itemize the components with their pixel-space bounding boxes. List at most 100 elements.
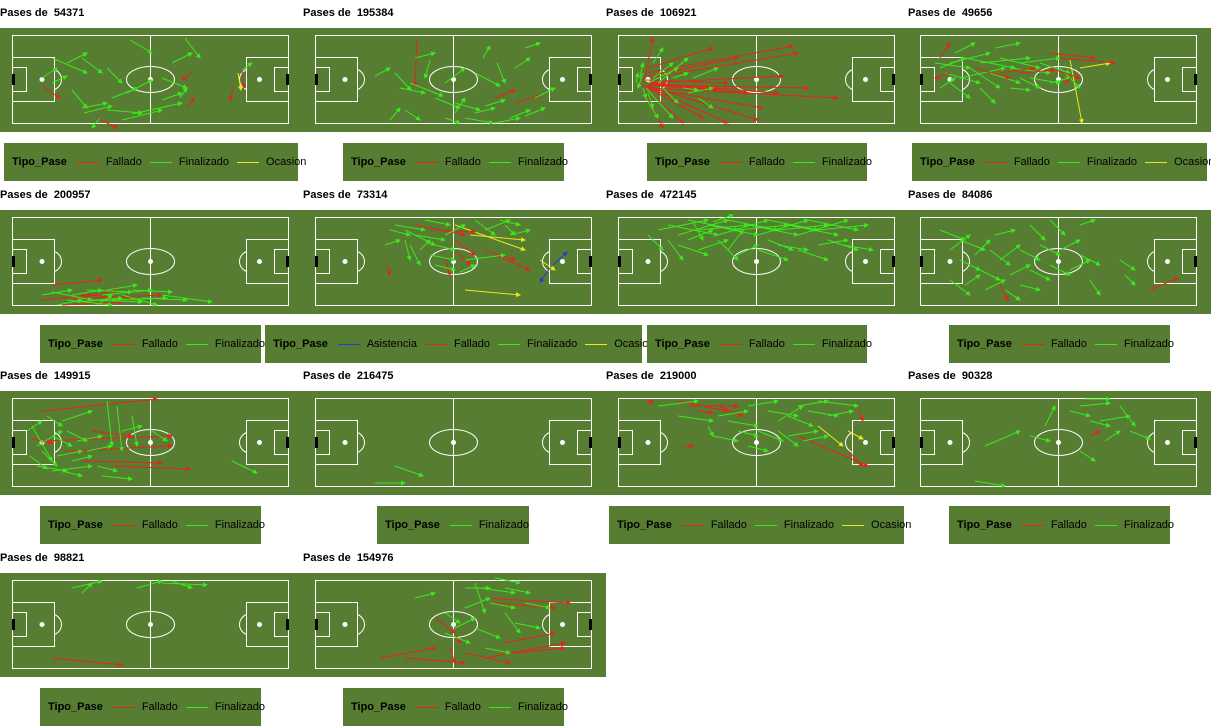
- legend-title: Tipo_Pase: [48, 338, 103, 350]
- pass-arrow: [61, 409, 93, 422]
- right-goal: [1194, 437, 1197, 448]
- pass-arrow: [51, 291, 93, 302]
- pass-arrow: [717, 409, 749, 417]
- pass-map-panel: Pases de 106921 Tipo_Pase Fallado Finalizad…: [606, 0, 909, 181]
- pass-map-panel: Pases de 200957 Tipo_Pase Fallado Finalizad…: [0, 182, 303, 363]
- pass-arrow: [1029, 435, 1051, 443]
- legend-swatch: [1145, 161, 1168, 163]
- right-goal: [589, 437, 592, 448]
- legend-title: Tipo_Pase: [617, 519, 672, 531]
- panel-title: Pases de 98821: [0, 552, 85, 564]
- pass-arrow: [817, 425, 844, 447]
- legend-item: Fallado: [112, 519, 178, 531]
- left-penalty-spot: [947, 440, 953, 445]
- pass-arrow: [949, 51, 991, 64]
- pass-arrow: [106, 283, 138, 291]
- pass-arrow: [807, 219, 859, 232]
- pitch-plot: [0, 28, 303, 132]
- left-penalty-arc: [357, 251, 365, 272]
- pass-arrow: [1049, 219, 1066, 236]
- pass-arrow: [96, 117, 118, 129]
- left-penalty-spot: [342, 622, 348, 627]
- left-penalty-spot: [342, 259, 348, 264]
- pass-arrow: [41, 396, 158, 412]
- panel-title: Pases de 472145: [606, 189, 697, 201]
- legend-item: Finalizado: [185, 519, 265, 531]
- legend: Tipo_Pase Fallado Finalizado Ocasion: [912, 143, 1211, 181]
- pass-arrow: [989, 249, 1011, 266]
- legend-label: Finalizado: [1123, 519, 1175, 531]
- legend-label: Fallado: [748, 338, 785, 350]
- left-penalty-spot: [645, 259, 651, 264]
- pass-arrow: [76, 434, 103, 442]
- pass-arrow: [484, 249, 516, 262]
- pass-arrow: [414, 51, 436, 59]
- legend-label: Fallado: [105, 156, 142, 168]
- pass-arrow: [151, 430, 168, 442]
- pass-arrow: [161, 582, 208, 588]
- pass-arrow: [1099, 414, 1131, 422]
- pass-arrow: [524, 602, 551, 610]
- pass-map-panel: Pases de 219000 Tipo_Pase Fallado Finalizad…: [606, 363, 912, 544]
- pass-arrow: [394, 224, 426, 232]
- legend-title: Tipo_Pase: [351, 156, 406, 168]
- pass-arrow: [237, 72, 243, 91]
- pass-arrow: [26, 420, 43, 432]
- pass-arrow: [161, 77, 188, 89]
- right-penalty-spot: [560, 77, 565, 82]
- pass-arrow: [649, 51, 799, 79]
- legend-item: Fallado: [719, 338, 785, 350]
- pass-arrow: [939, 229, 966, 241]
- pass-arrow: [1019, 56, 1061, 64]
- legend-label: Fallado: [141, 701, 178, 713]
- legend-swatch: [424, 343, 447, 345]
- pass-arrow: [101, 475, 133, 482]
- pass-arrow: [687, 229, 714, 241]
- legend-label: Ocasion: [871, 519, 912, 531]
- right-penalty-arc: [239, 432, 247, 453]
- legend-swatch: [112, 524, 135, 526]
- legend-swatch: [1094, 343, 1117, 345]
- pass-arrow: [697, 409, 714, 415]
- legend-swatch: [488, 161, 511, 163]
- pass-arrow: [959, 66, 1006, 79]
- pass-arrow: [524, 41, 541, 49]
- panel-title: Pases de 106921: [606, 7, 697, 19]
- pass-arrow: [974, 480, 1006, 488]
- pass-arrow: [96, 465, 118, 473]
- pass-arrow: [394, 465, 424, 478]
- pass-arrow: [454, 239, 476, 256]
- pass-arrow: [56, 449, 83, 457]
- pitch-plot: [303, 210, 606, 314]
- legend-title: Tipo_Pase: [385, 519, 440, 531]
- legend-item: Ocasion: [585, 338, 655, 350]
- pass-arrow: [642, 37, 655, 87]
- pass-arrow: [777, 405, 804, 422]
- legend-item: Finalizado: [792, 338, 872, 350]
- pass-arrow: [964, 57, 1016, 70]
- left-goal: [12, 619, 15, 630]
- pass-arrow: [454, 224, 526, 252]
- center-spot: [451, 622, 456, 627]
- pass-arrow: [634, 72, 640, 84]
- panel-title: Pases de 195384: [303, 7, 394, 19]
- center-circle: [732, 66, 781, 93]
- left-penalty-arc: [54, 251, 62, 272]
- left-penalty-spot: [342, 440, 348, 445]
- left-goal: [12, 256, 15, 267]
- pass-arrow: [489, 602, 516, 610]
- pass-arrow: [1009, 87, 1031, 93]
- pass-arrow: [444, 117, 461, 125]
- pass-arrow: [66, 52, 88, 64]
- pass-arrow: [504, 587, 531, 595]
- right-penalty-spot: [863, 77, 868, 82]
- pass-arrow: [1104, 430, 1121, 442]
- pass-arrow: [131, 289, 173, 295]
- legend-label: Finalizado: [214, 338, 266, 350]
- panel-title: Pases de 84086: [908, 189, 993, 201]
- pass-arrow: [1129, 430, 1151, 440]
- pass-arrow: [56, 298, 83, 306]
- legend-item: Fallado: [112, 701, 178, 713]
- pass-arrow: [687, 86, 714, 94]
- legend-item: Finalizado: [149, 156, 229, 168]
